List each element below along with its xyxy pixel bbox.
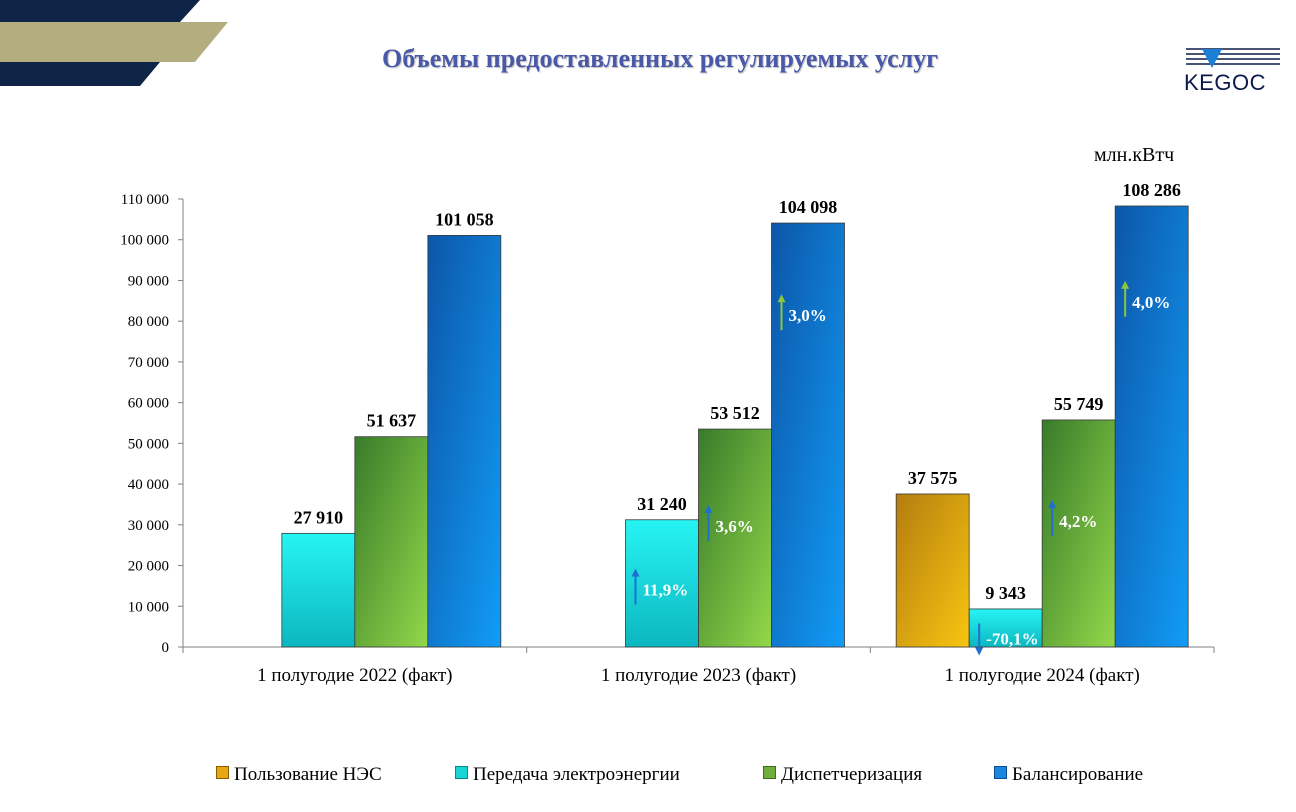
- value-label-balancing: 104 098: [779, 197, 838, 217]
- legend-label-dispatch: Диспетчеризация: [781, 764, 923, 785]
- x-category-label: 1 полугодие 2023 (факт): [601, 665, 796, 686]
- value-label-transmission: 9 343: [985, 583, 1026, 603]
- arrow-up-head-icon: [704, 504, 713, 513]
- legend-item-nes: Пользование НЭС: [216, 764, 382, 786]
- value-label-transmission: 31 240: [637, 494, 687, 514]
- bar-dispatch: [698, 428, 772, 648]
- percent-change-label: 11,9%: [643, 580, 689, 599]
- value-label-dispatch: 55 749: [1054, 394, 1104, 414]
- legend-label-nes: Пользование НЭС: [234, 764, 382, 785]
- arrow-up-head-icon: [777, 294, 786, 303]
- y-tick-label: 100 000: [120, 233, 169, 249]
- percent-change-label: 4,0%: [1132, 293, 1170, 312]
- x-category-label: 1 полугодие 2024 (факт): [944, 665, 1139, 686]
- legend-label-transmission: Передача электроэнергии: [473, 764, 680, 785]
- logo-text: KEGOC: [1184, 70, 1266, 95]
- legend-item-dispatch: Диспетчеризация: [763, 764, 922, 786]
- y-tick-label: 60 000: [128, 396, 169, 412]
- legend-item-transmission: Передача электроэнергии: [455, 764, 680, 786]
- legend-swatch-transmission: [455, 766, 468, 779]
- y-tick-label: 30 000: [128, 518, 169, 534]
- percent-change-label: -70,1%: [986, 629, 1038, 648]
- legend-item-balancing: Балансирование: [994, 764, 1143, 786]
- bar-balancing: [1114, 205, 1189, 648]
- y-tick-label: 110 000: [121, 192, 169, 208]
- x-category-label: 1 полугодие 2022 (факт): [257, 665, 452, 686]
- value-label-balancing: 101 058: [435, 209, 494, 229]
- bar-nes: [895, 493, 970, 648]
- arrow-up-head-icon: [1048, 499, 1057, 508]
- y-tick-label: 0: [162, 640, 170, 656]
- legend-swatch-balancing: [994, 766, 1007, 779]
- percent-change-label: 4,2%: [1059, 512, 1097, 531]
- bar-balancing: [427, 235, 502, 648]
- y-tick-label: 70 000: [128, 355, 169, 371]
- corner-decoration: [0, 0, 228, 86]
- legend-swatch-dispatch: [763, 766, 776, 779]
- y-tick-label: 90 000: [128, 273, 169, 289]
- percent-change-label: 3,0%: [789, 306, 827, 325]
- arrow-up-head-icon: [631, 568, 640, 577]
- bar-dispatch: [354, 436, 429, 648]
- value-label-dispatch: 53 512: [710, 403, 760, 423]
- value-label-dispatch: 51 637: [367, 411, 417, 431]
- y-tick-label: 10 000: [128, 599, 169, 615]
- unit-label: млн.кВтч: [1094, 144, 1175, 166]
- y-tick-label: 20 000: [128, 559, 169, 575]
- legend-label-balancing: Балансирование: [1012, 764, 1144, 785]
- bar-dispatch: [1041, 419, 1116, 648]
- arrow-down-head-icon: [975, 647, 984, 656]
- value-label-transmission: 27 910: [294, 507, 344, 527]
- value-label-nes: 37 575: [908, 468, 958, 488]
- bar-transmission: [281, 532, 356, 648]
- bar-balancing: [771, 222, 845, 648]
- y-tick-label: 80 000: [128, 314, 169, 330]
- y-tick-label: 40 000: [128, 477, 169, 493]
- legend-swatch-nes: [216, 766, 229, 779]
- kegoc-logo-icon: [1186, 48, 1280, 68]
- y-tick-label: 50 000: [128, 436, 169, 452]
- bar-transmission: [625, 519, 699, 648]
- page-title: Объемы предоставленных регулируемых услу…: [381, 44, 939, 73]
- arrow-up-head-icon: [1121, 280, 1130, 289]
- value-label-balancing: 108 286: [1122, 180, 1181, 200]
- bar-transmission: [968, 608, 1043, 648]
- percent-change-label: 3,6%: [716, 517, 754, 536]
